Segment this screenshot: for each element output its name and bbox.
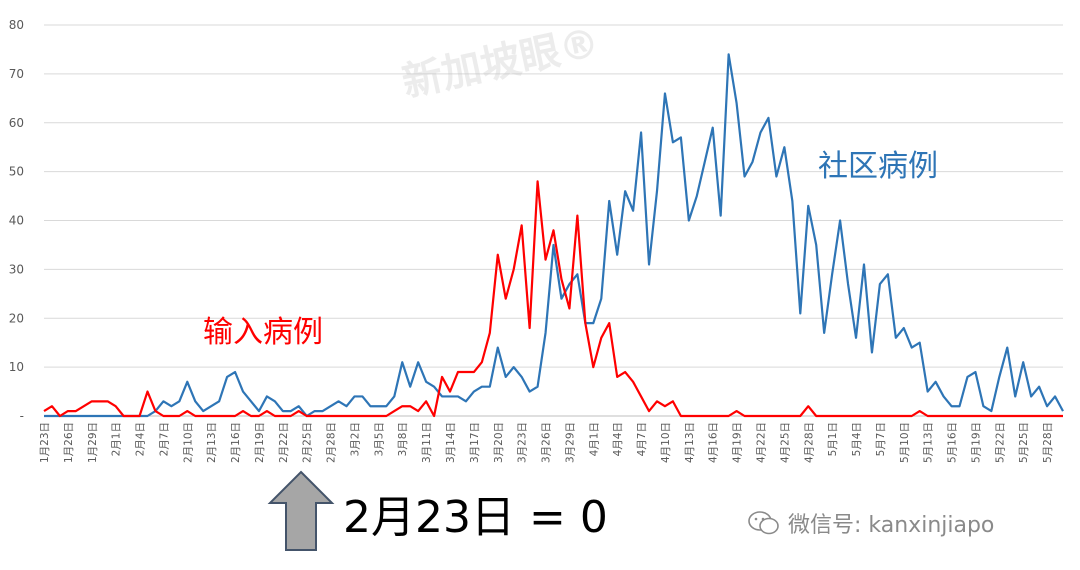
x-tick-label: 2月22日 (278, 422, 290, 463)
x-tick-label: 5月16日 (947, 422, 959, 463)
y-tick-label: 50 (9, 165, 24, 179)
series-label-community: 社区病例 (818, 149, 938, 184)
x-tick-label: 2月28日 (326, 422, 338, 463)
y-tick-label: 60 (9, 116, 24, 130)
y-axis: - 10 20 30 40 50 60 70 80 (9, 18, 24, 423)
x-tick-label: 2月7日 (158, 422, 170, 456)
x-tick-label: 5月22日 (994, 422, 1006, 463)
up-arrow-icon (267, 470, 335, 551)
x-tick-label: 4月1日 (588, 422, 600, 456)
x-tick-label: 2月13日 (206, 422, 218, 463)
y-tick-label: 30 (9, 262, 24, 276)
x-tick-label: 1月23日 (39, 422, 51, 463)
x-tick-label: 4月4日 (612, 422, 624, 456)
x-tick-label: 2月4日 (135, 422, 147, 456)
x-tick-label: 5月4日 (851, 422, 863, 456)
x-tick-label: 3月2日 (349, 422, 361, 456)
x-tick-label: 5月10日 (899, 422, 911, 463)
x-tick-label: 4月25日 (779, 422, 791, 463)
wechat-label: 微信号: kanxinjiapo (788, 513, 995, 538)
x-tick-label: 5月25日 (1018, 422, 1030, 463)
series-line-imported (43, 180, 1063, 418)
x-tick-label: 1月26日 (63, 422, 75, 463)
x-tick-label: 3月23日 (517, 422, 529, 463)
wechat-icon (748, 511, 779, 535)
wechat-credit: 微信号: kanxinjiapo (748, 507, 994, 539)
x-tick-label: 1月29日 (87, 422, 99, 463)
x-tick-label: 3月14日 (445, 422, 457, 463)
x-tick-label: 2月25日 (302, 422, 314, 463)
x-tick-label: 4月19日 (732, 422, 744, 463)
x-tick-label: 3月26日 (541, 422, 553, 463)
x-tick-label: 2月1日 (111, 422, 123, 456)
x-tick-label: 3月11日 (421, 422, 433, 463)
series-line-community (44, 53, 1064, 418)
x-tick-label: 3月20日 (493, 422, 505, 463)
x-tick-label: 5月1日 (827, 422, 839, 456)
y-tick-label: 70 (9, 67, 24, 81)
y-tick-label: 20 (9, 311, 24, 325)
x-tick-label: 3月5日 (373, 422, 385, 456)
x-tick-label: 3月17日 (469, 422, 481, 463)
x-tick-label: 5月7日 (875, 422, 887, 456)
x-tick-label: 4月28日 (803, 422, 815, 463)
y-tick-label: 10 (9, 360, 24, 374)
x-tick-label: 2月16日 (230, 422, 242, 463)
y-tick-label: 40 (9, 214, 24, 228)
x-tick-label: 2月19日 (254, 422, 266, 463)
y-tick-label: - (20, 409, 24, 423)
x-tick-label: 4月13日 (684, 422, 696, 463)
annotation-text: 2月23日 = 0 (343, 492, 608, 543)
y-tick-label: 80 (9, 18, 24, 32)
x-tick-label: 4月7日 (636, 422, 648, 456)
series-label-imported: 输入病例 (203, 315, 323, 350)
series-lines (43, 53, 1064, 418)
x-tick-label: 2月10日 (182, 422, 194, 463)
x-tick-label: 4月22日 (755, 422, 767, 463)
x-tick-label: 5月19日 (970, 422, 982, 463)
gridlines (44, 24, 1063, 417)
x-tick-label: 3月29日 (564, 422, 576, 463)
x-tick-label: 3月8日 (397, 422, 409, 456)
x-tick-label: 5月28日 (1042, 422, 1054, 463)
x-axis: 1月23日 1月26日 1月29日 2月1日 2月4日 2月7日 2月10日 2月13日 2月1… (39, 422, 1054, 463)
x-tick-label: 5月13日 (923, 422, 935, 463)
x-tick-label: 4月10日 (660, 422, 672, 463)
x-tick-label: 4月16日 (708, 422, 720, 463)
